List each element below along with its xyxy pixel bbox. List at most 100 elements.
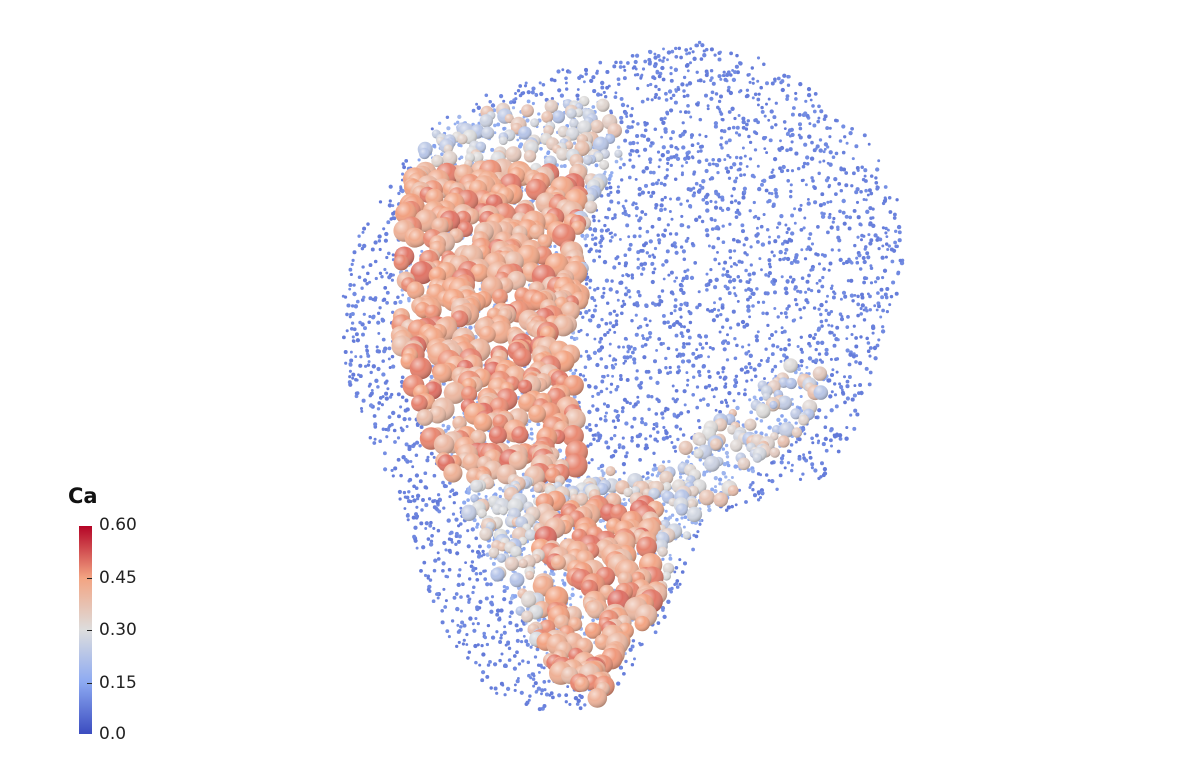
point <box>616 185 620 189</box>
point <box>666 161 670 165</box>
point <box>354 332 359 337</box>
point <box>756 216 761 221</box>
point <box>609 390 613 394</box>
point <box>861 256 866 260</box>
point <box>756 97 761 102</box>
point <box>597 466 601 471</box>
point <box>432 526 436 530</box>
point <box>621 406 625 410</box>
point <box>787 75 791 79</box>
point <box>372 414 377 418</box>
point <box>602 90 606 94</box>
point <box>749 245 753 249</box>
point <box>432 568 437 573</box>
point <box>531 101 535 106</box>
point <box>661 460 666 464</box>
point <box>723 77 728 82</box>
point <box>524 639 529 644</box>
point <box>804 290 808 294</box>
point <box>859 335 863 339</box>
point <box>404 442 409 447</box>
point <box>664 430 669 436</box>
point <box>635 443 640 448</box>
point <box>727 85 731 90</box>
point <box>835 370 839 374</box>
point <box>751 96 755 100</box>
point <box>879 315 883 319</box>
point <box>587 308 591 312</box>
point <box>713 301 716 305</box>
point <box>864 306 868 310</box>
point <box>431 599 436 604</box>
point <box>850 184 854 188</box>
point <box>591 214 596 219</box>
point <box>600 294 605 299</box>
point <box>662 47 665 51</box>
point <box>718 50 722 54</box>
point <box>850 397 855 402</box>
point <box>403 495 408 499</box>
point <box>678 352 683 356</box>
point <box>834 192 838 196</box>
point <box>402 416 407 422</box>
point <box>813 186 817 190</box>
point <box>884 242 889 246</box>
point <box>877 159 881 163</box>
point <box>880 255 885 260</box>
point <box>634 53 640 58</box>
point <box>621 274 625 278</box>
point <box>414 486 419 490</box>
point <box>729 200 734 205</box>
point <box>748 353 753 358</box>
point <box>648 49 653 55</box>
point <box>636 122 640 126</box>
point <box>852 208 857 213</box>
point <box>466 594 470 598</box>
point <box>378 439 383 444</box>
point <box>883 196 887 200</box>
point <box>764 473 769 477</box>
point <box>576 698 581 703</box>
point <box>674 153 679 158</box>
point <box>608 287 613 292</box>
point <box>736 70 740 75</box>
point <box>801 164 806 169</box>
point <box>456 582 461 588</box>
point <box>747 349 751 353</box>
point <box>617 261 621 266</box>
point <box>626 288 631 294</box>
point <box>773 364 778 369</box>
point <box>488 100 492 104</box>
point <box>638 226 642 231</box>
point <box>616 681 621 686</box>
point <box>608 239 613 243</box>
point <box>549 77 554 82</box>
point <box>628 242 633 247</box>
point <box>674 388 679 393</box>
point <box>738 61 743 66</box>
point <box>748 295 752 300</box>
point <box>686 69 690 73</box>
point <box>884 231 888 235</box>
point <box>852 393 857 398</box>
point <box>682 325 686 329</box>
point <box>756 300 761 304</box>
point <box>530 488 534 493</box>
point <box>391 204 395 208</box>
point <box>403 507 407 510</box>
point <box>614 387 619 392</box>
point <box>630 435 634 440</box>
point <box>359 355 363 359</box>
point <box>599 336 603 341</box>
point <box>652 63 658 69</box>
point <box>756 472 761 476</box>
point <box>595 407 600 412</box>
point <box>741 345 745 349</box>
point <box>612 265 617 270</box>
point <box>661 77 666 82</box>
point <box>593 242 598 247</box>
point <box>865 308 869 313</box>
point <box>683 269 687 274</box>
point <box>618 65 623 69</box>
